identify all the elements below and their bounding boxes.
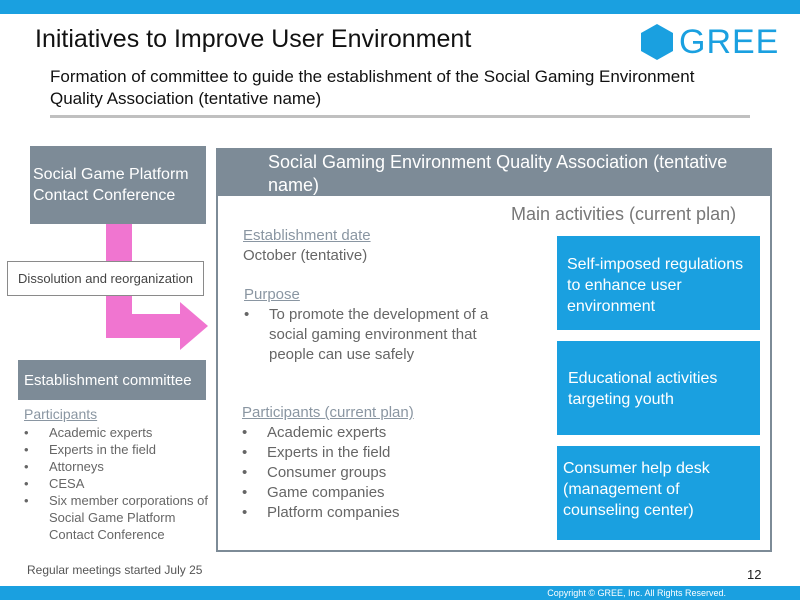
activity-box-help-desk: Consumer help desk (management of counse… xyxy=(557,446,760,540)
committee-participants-heading: Participants xyxy=(24,406,98,422)
subtitle: Formation of committee to guide the esta… xyxy=(50,67,695,108)
association-title: Social Gaming Environment Quality Associ… xyxy=(268,152,728,195)
committee-participants-list: Academic experts Experts in the field At… xyxy=(24,424,214,543)
activity-label: Educational activities targeting youth xyxy=(568,370,718,408)
list-item: CESA xyxy=(24,475,214,492)
hexagon-icon xyxy=(641,24,673,60)
page-title: Initiatives to Improve User Environment xyxy=(35,25,472,53)
purpose-label: Purpose xyxy=(244,286,300,303)
list-item: Game companies xyxy=(242,483,502,503)
list-item: Academic experts xyxy=(24,424,214,441)
activity-box-education: Educational activities targeting youth xyxy=(557,341,760,435)
page-number: 12 xyxy=(747,567,762,582)
dissolution-label: Dissolution and reorganization xyxy=(7,261,204,296)
committee-box: Establishment committee xyxy=(18,360,206,400)
establishment-section: Establishment date October (tentative) xyxy=(243,226,371,266)
list-item: Six member corporations of Social Game P… xyxy=(24,492,214,543)
title-divider xyxy=(50,115,750,118)
association-participants: Participants (current plan) Academic exp… xyxy=(242,403,502,523)
main-activities-label: Main activities (current plan) xyxy=(511,204,737,224)
association-participants-heading: Participants (current plan) xyxy=(242,404,414,421)
conference-label: Social Game Platform Contact Conference xyxy=(33,166,189,204)
association-participants-list: Academic experts Experts in the field Co… xyxy=(242,423,502,523)
purpose-list: To promote the development of a social g… xyxy=(244,305,514,365)
conference-box: Social Game Platform Contact Conference xyxy=(30,146,206,224)
purpose-section: Purpose To promote the development of a … xyxy=(244,285,514,365)
list-item: Experts in the field xyxy=(24,441,214,458)
association-header: Social Gaming Environment Quality Associ… xyxy=(216,148,772,196)
regular-meetings-note: Regular meetings started July 25 xyxy=(27,563,203,577)
activity-label: Consumer help desk (management of counse… xyxy=(563,460,710,519)
activity-box-regulations: Self-imposed regulations to enhance user… xyxy=(557,236,760,330)
list-item: Experts in the field xyxy=(242,443,502,463)
list-item: Attorneys xyxy=(24,458,214,475)
list-item: Academic experts xyxy=(242,423,502,443)
list-item: To promote the development of a social g… xyxy=(244,305,514,365)
bottom-accent-bar xyxy=(0,586,800,600)
activity-label: Self-imposed regulations to enhance user… xyxy=(567,256,744,315)
copyright-text: Copyright © GREE, Inc. All Rights Reserv… xyxy=(547,588,726,598)
committee-label: Establishment committee xyxy=(24,372,192,389)
establishment-label: Establishment date xyxy=(243,227,371,244)
gree-logo: GREE xyxy=(640,22,779,62)
committee-participants: Participants Academic experts Experts in… xyxy=(24,406,214,543)
list-item: Platform companies xyxy=(242,503,502,523)
logo-text: GREE xyxy=(679,22,780,61)
top-accent-bar xyxy=(0,0,800,14)
establishment-value: October (tentative) xyxy=(243,247,368,264)
flow-arrow-horizontal xyxy=(106,314,180,338)
list-item: Consumer groups xyxy=(242,463,502,483)
flow-arrow-head-icon xyxy=(180,302,208,350)
